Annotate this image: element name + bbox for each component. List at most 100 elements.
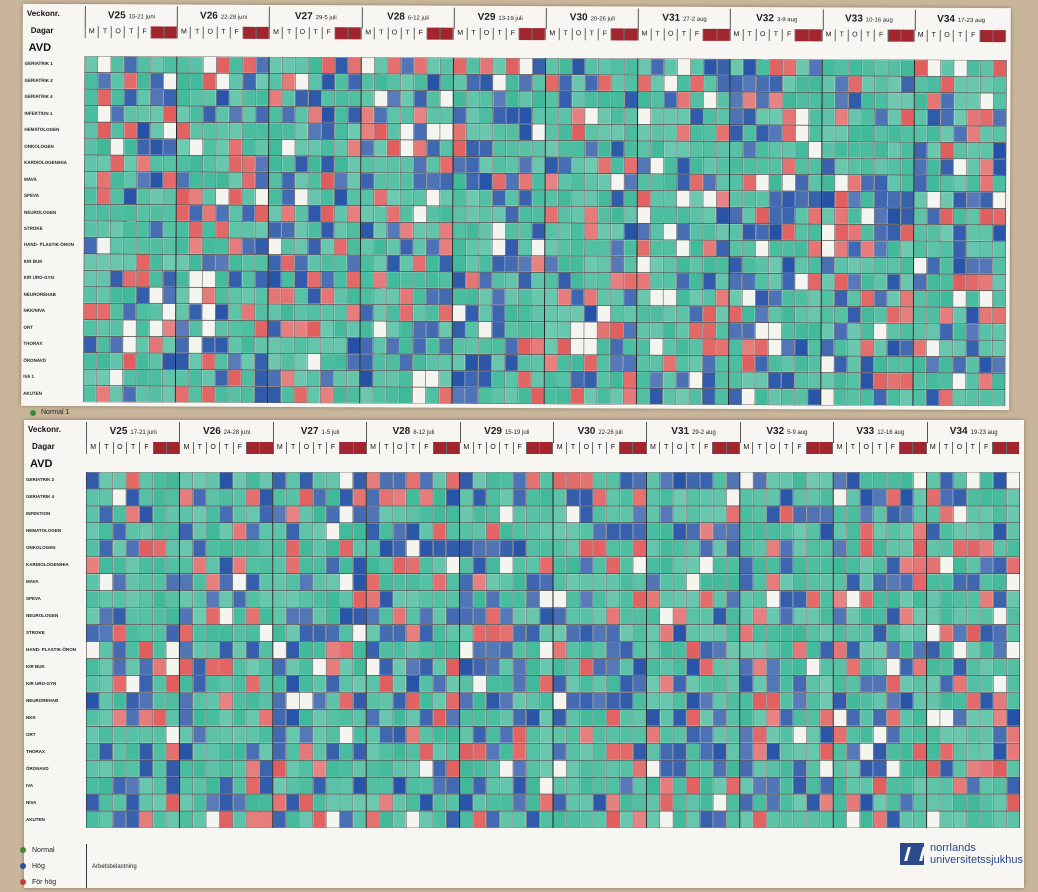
workload-cell [420,760,433,777]
workload-cell [219,540,233,557]
workload-cell [820,591,833,608]
workload-cell [360,288,373,305]
workload-cell [887,257,900,274]
workload-cell [386,387,399,403]
workload-cell [743,207,756,224]
workload-cell [833,472,847,489]
workload-cell [113,591,126,608]
workload-cell [887,290,900,307]
workload-cell [1007,506,1020,523]
workload-cell [821,224,835,241]
workload-cell [113,540,126,557]
workload-cell [606,557,620,574]
grid-line [649,58,652,405]
workload-cell [153,709,166,726]
workload-cell [299,726,313,743]
workload-cell [660,777,673,794]
weekday-cell: M [268,26,283,39]
workload-cell [414,123,427,140]
workload-cell [585,75,598,91]
workload-cell [887,489,900,506]
workload-cell [334,354,347,370]
workload-cell [580,540,593,557]
grid-line [675,58,678,405]
workload-cell [540,540,553,557]
workload-cell [606,811,620,828]
workload-cell [480,107,493,124]
workload-cell [113,811,126,828]
workload-cell [673,574,686,591]
workload-cell [406,523,420,540]
workload-cell [98,56,111,73]
workload-cell [259,557,273,574]
workload-cell [505,305,518,322]
workload-cell [427,173,440,189]
workload-cell [420,591,433,608]
workload-cell [861,125,875,142]
workload-cell [259,591,273,608]
workload-cell [873,389,887,406]
workload-cell [795,339,808,356]
workload-cell [166,574,179,591]
workload-cell [308,107,322,123]
workload-cell [673,726,686,743]
workload-cell [980,574,993,591]
workload-cell [927,625,940,642]
workload-cell [406,489,420,506]
workload-cell [299,591,313,608]
week-cell: V28 6-12 juli [361,7,454,29]
workload-cell [726,743,740,760]
workload-cell [313,608,326,625]
workload-cell [348,107,361,123]
workload-cell [743,158,756,174]
workload-cell [620,506,633,523]
weekday-cell: O [579,442,592,454]
workload-cell [862,76,875,93]
department-label: GERIATRIK 1 [24,61,53,67]
workload-cell [540,726,553,743]
workload-cell [433,489,446,506]
workload-cell [979,373,992,390]
workload-cell [900,340,913,356]
workload-cell [835,241,848,257]
workload-cell [663,207,677,223]
workload-cell [479,124,493,140]
workload-cell [566,506,580,523]
workload-cell [206,540,219,557]
workload-cell [334,271,347,288]
workload-cell [400,222,413,239]
workload-cell [690,75,704,92]
week-number: V33 [856,426,875,437]
workload-cell [400,140,414,156]
workload-cell [492,239,505,256]
workload-cell [193,658,206,675]
workload-cell [193,574,206,591]
avd-label: AVD [28,41,52,54]
workload-cell [979,340,992,357]
workload-cell [153,658,166,675]
workload-cell [427,156,440,173]
workload-cell [203,139,216,156]
workload-cell [726,472,740,489]
workload-cell [967,523,980,540]
workload-cell [478,354,492,371]
department-label: KARDIOLOGEN/HIA [26,562,69,568]
workload-cell [953,192,967,208]
workload-cell [452,387,465,404]
workload-cell [940,523,953,540]
workload-cell [663,223,677,240]
workload-cell [286,625,299,642]
workload-cell [113,658,126,675]
workload-cell [940,506,953,523]
workload-cell [646,489,660,506]
workload-cell [660,608,673,625]
workload-cell [393,811,406,828]
workload-cell [126,794,139,811]
workload-cell [219,625,233,642]
workload-cell [139,642,153,658]
workload-cell [313,743,326,760]
workload-cell [373,288,387,305]
workload-cell [966,340,979,357]
workload-cell [361,57,374,74]
workload-cell [570,388,584,404]
